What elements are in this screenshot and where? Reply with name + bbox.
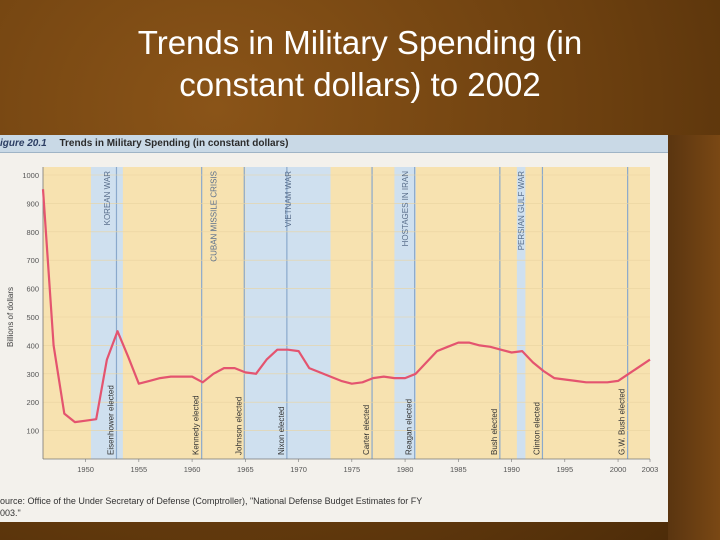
x-tick-label: 1955 — [130, 465, 147, 474]
x-tick-label: 1950 — [77, 465, 94, 474]
source-line-1: ource: Office of the Under Secretary of … — [0, 496, 423, 506]
slide-title-line-1: Trends in Military Spending (in — [137, 24, 583, 61]
slide-right-border — [668, 135, 720, 540]
plot-background — [43, 167, 650, 459]
x-tick-label: 1975 — [343, 465, 360, 474]
x-tick-label: 1980 — [397, 465, 414, 474]
x-tick-label: 1970 — [290, 465, 307, 474]
event-label: Clinton elected — [532, 402, 541, 455]
period-band — [394, 167, 416, 459]
figure-source: ource: Office of the Under Secretary of … — [0, 495, 540, 519]
x-tick-label: 1990 — [503, 465, 520, 474]
event-label: Nixon elected — [277, 407, 286, 455]
y-tick-label: 400 — [26, 341, 39, 350]
period-label: KOREAN WAR — [103, 171, 112, 226]
x-tick-label: 1995 — [556, 465, 573, 474]
period-label: PERSIAN GULF WAR — [517, 171, 526, 250]
figure-number: igure 20.1 — [0, 138, 47, 149]
x-tick-label: 1985 — [450, 465, 467, 474]
y-tick-label: 600 — [26, 285, 39, 294]
event-label: G.W. Bush elected — [618, 389, 627, 455]
y-tick-label: 800 — [26, 228, 39, 237]
source-line-2: 003." — [0, 508, 21, 518]
y-tick-label: 1000 — [22, 171, 39, 180]
chart-figure: igure 20.1 Trends in Military Spending (… — [0, 135, 668, 522]
x-tick-label: 2003 — [642, 465, 659, 474]
y-tick-label: 700 — [26, 256, 39, 265]
y-tick-label: 200 — [26, 398, 39, 407]
event-label: Johnson elected — [234, 397, 243, 455]
period-label: CUBAN MISSILE CRISIS — [209, 171, 218, 262]
slide-title-line-2: constant dollars) to 2002 — [179, 66, 541, 103]
period-band — [516, 167, 526, 459]
x-tick-label: 1965 — [237, 465, 254, 474]
slide-title: Trends in Military Spending (in constant… — [0, 22, 720, 106]
x-tick-label: 1960 — [184, 465, 201, 474]
y-tick-label: 300 — [26, 370, 39, 379]
period-label: HOSTAGES IN IRAN — [401, 171, 410, 247]
event-label: Reagan elected — [405, 399, 414, 455]
y-tick-label: 100 — [26, 427, 39, 436]
event-label: Bush elected — [490, 409, 499, 455]
y-tick-label: 500 — [26, 313, 39, 322]
figure-header: igure 20.1 Trends in Military Spending (… — [0, 135, 668, 153]
y-axis-label: Billions of dollars — [6, 287, 15, 347]
y-tick-label: 900 — [26, 199, 39, 208]
spending-line — [41, 189, 651, 424]
military-spending-chart: 100 200 300 400 500 600 700 800 900 1000 1950 1955 1… — [6, 167, 659, 474]
x-tick-label: 2000 — [610, 465, 627, 474]
period-label: VIETNAM WAR — [284, 171, 293, 227]
event-label: Eisenhower elected — [106, 385, 115, 455]
event-label: Kennedy elected — [192, 395, 201, 455]
event-label: Carter elected — [362, 405, 371, 455]
period-band — [245, 167, 331, 459]
figure-title: Trends in Military Spending (in constant… — [59, 138, 289, 149]
period-band — [90, 167, 123, 459]
